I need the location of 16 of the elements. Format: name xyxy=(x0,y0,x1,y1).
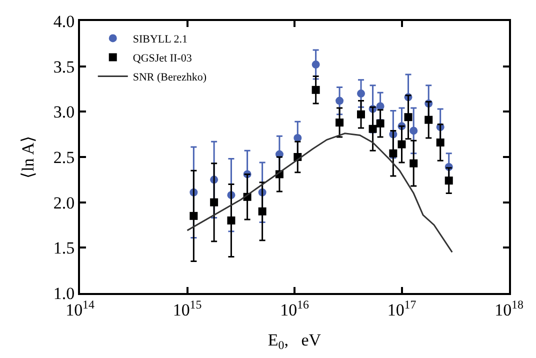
legend-label: SIBYLL 2.1 xyxy=(132,34,188,46)
x-tick-label: 10$^{18}$ xyxy=(494,297,524,320)
y-tick-label: 3.5 xyxy=(53,57,75,76)
x-tick-label: 10$^{16}$ xyxy=(280,297,309,320)
y-tick-label: 4.0 xyxy=(53,12,75,31)
x-tick-label: 10$^{15}$ xyxy=(172,297,202,320)
y-tick-label: 1.0 xyxy=(53,284,75,303)
y-tick-label: 2.5 xyxy=(53,148,75,167)
y-axis-title: ⟨ln A⟩ xyxy=(18,136,38,178)
y-tick-label: 2.0 xyxy=(53,193,75,212)
x-axis-title: E$_{0}$, eV xyxy=(268,330,322,352)
y-tick-label: 3.0 xyxy=(53,102,75,122)
legend-label: QGSJet II-03 xyxy=(132,52,192,65)
x-tick-label: 10$^{17}$ xyxy=(387,297,416,320)
y-tick-label: 1.5 xyxy=(53,238,75,258)
legend-label: SNR (Berezhko) xyxy=(132,72,207,84)
